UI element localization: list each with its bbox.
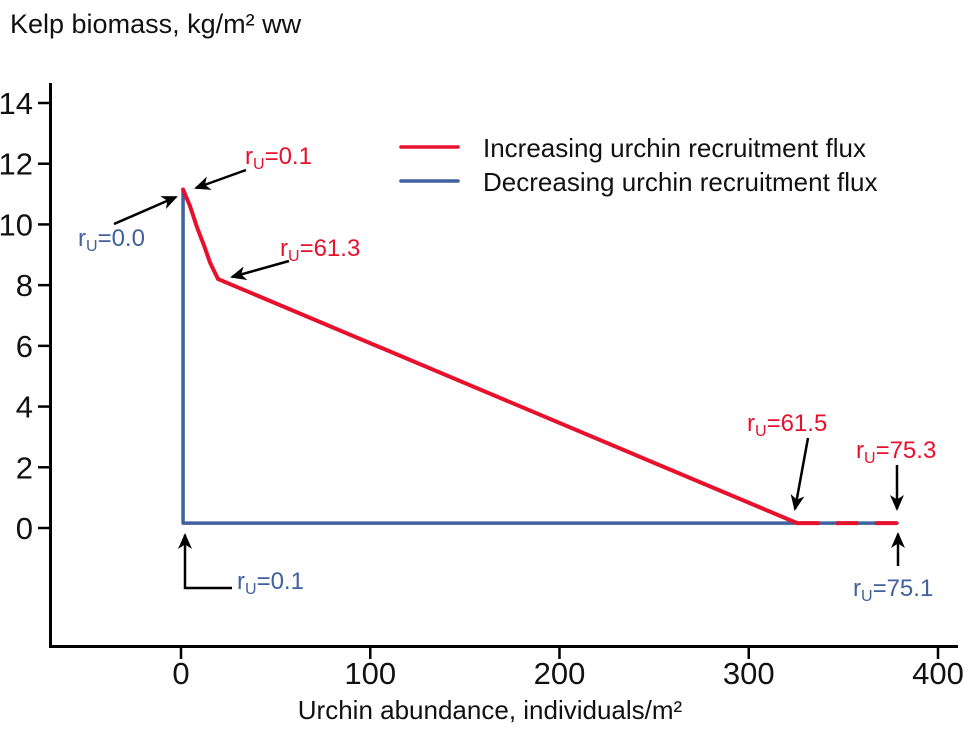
y-tick-label: 2 [16,450,33,485]
legend-label: Increasing urchin recruitment flux [483,133,866,163]
annotation-label: rU=0.1 [237,568,304,598]
chart-title: Kelp biomass, kg/m² ww [10,9,302,39]
annotation-arrow [230,259,290,280]
annotation-arrow [194,168,247,190]
y-tick-label: 10 [0,207,33,242]
series-line-increasing [181,187,800,526]
annotation-arrow [113,195,178,226]
y-tick-label: 0 [16,511,33,546]
y-tick-label: 14 [0,86,33,121]
annotation-arrow [790,437,810,511]
annotation-label: rU=61.5 [747,410,827,440]
legend-label: Decreasing urchin recruitment flux [483,167,878,197]
x-tick-label: 100 [344,656,396,691]
annotation-label: rU=0.0 [78,225,145,255]
annotation-arrow [178,533,232,590]
x-tick-label: 200 [534,656,586,691]
y-tick-label: 4 [16,390,33,425]
x-tick-label: 400 [912,656,964,691]
x-tick-label: 300 [723,656,775,691]
y-tick-label: 12 [0,147,33,182]
x-axis-label: Urchin abundance, individuals/m² [298,695,683,725]
y-tick-label: 6 [16,329,33,364]
y-tick-label: 8 [16,268,33,303]
annotation-label: rU=75.1 [853,575,933,605]
annotation-label: rU=75.3 [856,437,936,467]
series-line-decreasing [181,187,899,525]
annotation-label: rU=61.3 [280,235,360,265]
x-tick-label: 0 [172,656,189,691]
annotation-label: rU=0.1 [245,143,312,173]
